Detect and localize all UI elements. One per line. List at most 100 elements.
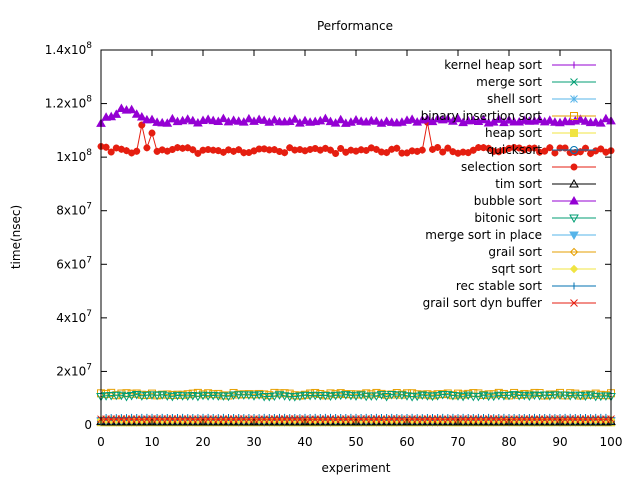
legend-marker: [570, 112, 578, 120]
data-point: [177, 392, 188, 401]
x-tick-label: 20: [195, 435, 210, 449]
data-point: [570, 391, 581, 401]
data-point: [325, 392, 336, 402]
legend-label: quicksort: [487, 143, 543, 157]
data-point: [193, 392, 203, 402]
legend-item: sqrt sort: [491, 262, 596, 276]
chart-title: Performance: [317, 19, 393, 33]
data-point: [335, 391, 346, 401]
data-point: [341, 390, 350, 399]
data-point: [126, 104, 137, 114]
data-point: [228, 391, 239, 400]
data-point: [468, 392, 479, 402]
data-point: [116, 103, 127, 112]
data-point: [407, 393, 417, 402]
x-tick-label: 80: [501, 435, 516, 449]
data-point: [402, 392, 412, 401]
data-point: [152, 391, 162, 401]
data-point: [281, 149, 289, 157]
data-point: [111, 109, 122, 118]
legend-label: sqrt sort: [491, 262, 542, 276]
data-point: [428, 391, 437, 400]
data-point: [529, 391, 540, 400]
data-point: [582, 144, 589, 152]
x-tick-label: 60: [399, 435, 414, 449]
data-point: [208, 115, 219, 125]
data-point: [228, 115, 239, 124]
data-point: [407, 114, 417, 123]
x-tick-label: 10: [144, 435, 159, 449]
legend-item: heap sort: [485, 126, 596, 140]
data-point: [575, 391, 586, 401]
x-tick-label: 90: [552, 435, 567, 449]
data-point: [469, 146, 477, 154]
data-point: [315, 392, 326, 401]
data-point: [560, 391, 570, 401]
data-point: [284, 392, 295, 402]
data-point: [167, 392, 178, 402]
data-point: [351, 392, 361, 401]
x-tick-label: 40: [297, 435, 312, 449]
legend-marker: [570, 129, 578, 137]
legend-label: selection sort: [461, 160, 542, 174]
data-point: [590, 392, 601, 402]
data-point: [123, 147, 130, 155]
legend-item: selection sort: [461, 160, 596, 174]
data-point: [488, 392, 499, 402]
y-tick-label: 1.4x108: [45, 41, 92, 57]
legend-item: quicksort: [487, 143, 596, 157]
data-point: [418, 146, 426, 154]
data-point: [218, 392, 229, 401]
data-point: [106, 392, 117, 401]
data-point: [107, 148, 115, 156]
y-axis-label: time(nsec): [9, 205, 23, 269]
data-point: [372, 145, 380, 153]
data-point: [427, 392, 438, 402]
data-point: [305, 391, 315, 401]
data-point: [199, 390, 207, 399]
x-tick-label: 50: [348, 435, 363, 449]
legend-item: merge sort: [476, 75, 596, 89]
data-point: [595, 392, 606, 402]
data-point: [453, 113, 463, 123]
data-point: [337, 144, 345, 152]
legend-label: grail sort: [488, 245, 542, 259]
y-tick-label: 4x107: [56, 309, 92, 325]
legend-marker: [569, 247, 579, 257]
data-point: [286, 144, 294, 152]
y-tick-label: 8x107: [56, 202, 92, 218]
legend-marker: [570, 299, 578, 307]
data-point: [301, 390, 309, 399]
data-point: [300, 115, 310, 125]
data-point: [351, 115, 361, 124]
legend-marker: [569, 178, 579, 188]
data-point: [300, 391, 310, 401]
data-point: [432, 392, 443, 401]
data-point: [182, 392, 193, 401]
data-point: [147, 391, 157, 400]
data-point: [131, 109, 142, 118]
data-point: [575, 114, 586, 123]
legend-marker: [569, 195, 579, 205]
data-point: [417, 391, 428, 400]
data-point: [259, 115, 270, 124]
data-point: [142, 391, 152, 401]
data-point: [254, 114, 264, 123]
data-point: [514, 392, 525, 401]
data-point: [473, 392, 484, 402]
data-point: [203, 392, 213, 401]
data-point: [332, 149, 340, 157]
data-point: [468, 115, 479, 124]
data-point: [534, 114, 545, 124]
data-point: [320, 113, 331, 123]
data-point: [208, 391, 219, 401]
data-point: [327, 146, 334, 154]
data-point: [295, 392, 305, 402]
data-point: [539, 391, 550, 400]
legend-marker: [570, 163, 578, 171]
data-point: [219, 148, 227, 156]
data-point: [550, 391, 560, 400]
data-point: [442, 113, 453, 123]
data-point: [162, 118, 173, 127]
data-point: [330, 391, 341, 401]
